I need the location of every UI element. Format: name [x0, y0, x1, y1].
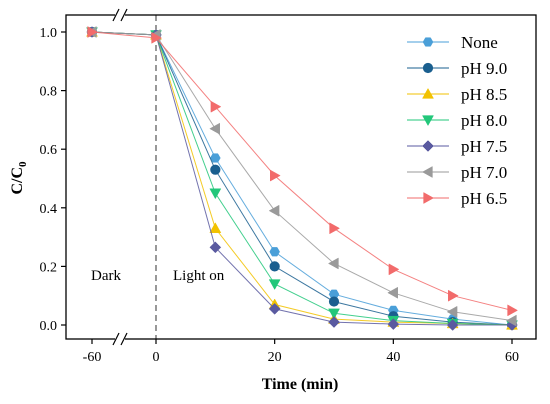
legend-label-ph-8-0: pH 8.0	[461, 111, 507, 130]
svg-text:C/C0: C/C0	[9, 161, 29, 195]
series-line-ph-7-5	[91, 31, 512, 326]
series-layer	[85, 25, 519, 332]
y-tick-label-1: 1.0	[40, 26, 58, 41]
x-axis-title: Time (min)	[262, 376, 339, 393]
legend-label-ph-7-0: pH 7.0	[461, 163, 507, 182]
point-ph-7-0-3	[268, 204, 280, 217]
legend-marker-ph-6-5	[423, 192, 435, 204]
point-ph-7-0-2	[209, 122, 220, 135]
point-ph-6-5-2	[210, 100, 222, 113]
point-ph-7-0-5	[387, 286, 398, 299]
axis-break-mark-a-bottom	[112, 332, 120, 346]
legend-marker-ph-9-0	[422, 62, 434, 74]
axis-break-gap-top	[115, 9, 125, 21]
series-line-ph-7-0	[91, 31, 513, 322]
axes	[65, 8, 537, 346]
legend-entry-ph-8-0: pH 8.0	[407, 111, 507, 130]
point-ph-7-5-4	[328, 316, 340, 328]
point-ph-9-0-4	[328, 296, 340, 307]
plot-frame	[65, 14, 537, 340]
axis-break-gap-bottom	[115, 333, 125, 345]
point-ph-7-0-7	[505, 314, 517, 327]
legend-marker-ph-8-0	[422, 115, 434, 127]
point-none-3	[269, 247, 280, 257]
series-ph-8-0	[86, 27, 518, 332]
series-ph-7-0	[85, 26, 517, 327]
point-ph-7-5-3	[268, 303, 281, 315]
y-axis-title: C/C0	[9, 161, 29, 195]
series-line-none	[91, 31, 513, 326]
x-tick-label--60: -60	[83, 350, 102, 365]
series-none	[86, 27, 518, 330]
legend-label-none: None	[461, 33, 498, 52]
y-axis-title-main: C/C	[9, 167, 26, 195]
series-ph-9-0	[86, 26, 518, 331]
series-ph-8-5	[86, 25, 518, 330]
y-tick-label-0.4: 0.4	[40, 202, 58, 217]
point-ph-6-5-5	[388, 263, 400, 276]
point-ph-8-0-3	[268, 279, 281, 290]
point-ph-7-5-6	[446, 319, 459, 331]
point-ph-7-0-6	[446, 305, 458, 318]
legend-entry-ph-6-5: pH 6.5	[407, 189, 507, 208]
series-line-ph-8-5	[91, 31, 513, 326]
annotation-light-on: Light on	[173, 268, 225, 284]
axis-break-mark-b-bottom	[120, 332, 128, 346]
y-tick-label-0.8: 0.8	[40, 85, 58, 100]
point-ph-6-5-6	[448, 289, 459, 302]
legend: None pH 9.0 pH 8.5 pH 8.0 pH 7.5 pH 7.0 pH 6.5	[407, 33, 507, 208]
point-ph-6-5-7	[507, 304, 519, 317]
point-ph-6-5-4	[329, 222, 341, 235]
axis-break-mark-a-top	[112, 8, 120, 22]
legend-label-ph-9-0: pH 9.0	[461, 59, 507, 78]
x-tick-label-60: 60	[505, 350, 519, 365]
legend-marker-none	[422, 37, 434, 47]
x-tick-label-0: 0	[153, 350, 160, 365]
point-ph-6-5-3	[270, 169, 281, 182]
annotation-dark: Dark	[91, 268, 121, 284]
legend-marker-ph-7-5	[422, 140, 434, 152]
legend-label-ph-7-5: pH 7.5	[461, 137, 507, 156]
series-ph-7-5	[86, 26, 518, 331]
y-tick-label-0: 0.0	[40, 319, 58, 334]
legend-entry-ph-7-0: pH 7.0	[407, 163, 507, 182]
legend-entry-ph-8-5: pH 8.5	[407, 85, 507, 104]
ticks: -60 0 20 40 60 0.0 0.2 0.4 0.6 0.8 1.0	[40, 26, 520, 365]
series-line-ph-6-5	[91, 31, 513, 311]
y-tick-label-0.6: 0.6	[40, 143, 58, 158]
y-axis-title-subscript: 0	[17, 161, 29, 167]
legend-marker-ph-8-5	[422, 87, 434, 99]
legend-label-ph-6-5: pH 6.5	[461, 189, 507, 208]
point-ph-8-5-2	[209, 222, 222, 233]
point-ph-6-5-0	[87, 26, 99, 38]
x-tick-label-40: 40	[386, 350, 400, 365]
point-ph-8-0-2	[209, 188, 222, 200]
legend-marker-ph-7-0	[421, 166, 433, 178]
legend-entry-ph-9-0: pH 9.0	[407, 59, 507, 78]
point-ph-9-0-3	[269, 261, 280, 272]
legend-entry-ph-7-5: pH 7.5	[407, 137, 507, 156]
point-ph-7-5-2	[209, 241, 222, 254]
point-ph-6-5-1	[151, 31, 163, 44]
point-ph-9-0-2	[210, 164, 221, 175]
y-tick-label-0.2: 0.2	[40, 260, 58, 275]
x-tick-label-20: 20	[268, 350, 282, 365]
point-ph-8-0-4	[328, 308, 340, 320]
legend-label-ph-8-5: pH 8.5	[461, 85, 507, 104]
series-ph-6-5	[87, 26, 519, 317]
legend-entry-none: None	[407, 33, 498, 52]
series-line-ph-9-0	[91, 31, 513, 326]
point-ph-7-5-5	[387, 318, 400, 330]
point-ph-7-0-4	[327, 257, 339, 270]
series-line-ph-8-0	[91, 31, 513, 326]
axis-break-mark-b-top	[120, 8, 128, 22]
